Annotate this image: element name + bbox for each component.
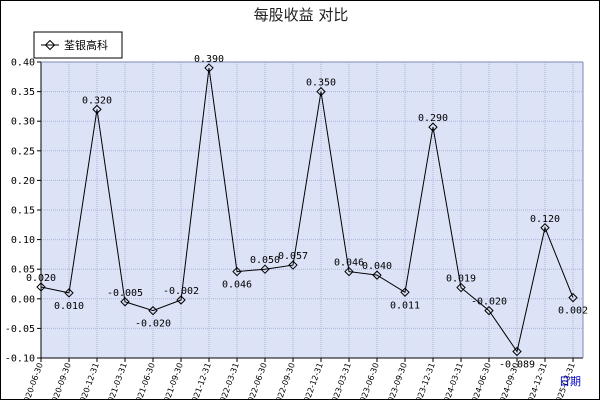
data-label: 0.390 [194, 54, 224, 65]
x-tick-label: 2023-09-30 [385, 362, 409, 399]
y-tick-label: 0.05 [11, 265, 35, 276]
data-label: 0.057 [278, 251, 308, 262]
legend-entry-label: 荃银高科 [64, 38, 108, 52]
data-label: 0.020 [26, 273, 56, 284]
x-tick-label: 2024-06-30 [469, 362, 493, 399]
data-point-marker [92, 104, 102, 115]
y-tick-label: 0.30 [11, 117, 35, 128]
data-point-marker [232, 266, 242, 277]
x-tick-label: 2021-03-31 [105, 362, 129, 399]
data-label: 0.019 [446, 274, 476, 285]
x-tick-label: 2023-06-30 [357, 362, 381, 399]
x-tick-label: 2022-09-30 [273, 362, 297, 399]
data-point-marker [428, 122, 438, 132]
y-tick-label: 0.10 [11, 235, 35, 246]
data-label: -0.002 [163, 286, 199, 297]
data-point-marker [568, 292, 578, 303]
x-tick-label: 2021-09-30 [161, 362, 185, 399]
y-tick-label: 0.00 [11, 294, 35, 305]
data-point-marker [148, 305, 158, 316]
y-tick-label: 0.15 [11, 206, 35, 217]
x-tick-label: 2022-06-30 [245, 362, 269, 399]
data-label: -0.020 [471, 297, 507, 308]
y-tick-label: -0.05 [5, 324, 35, 335]
x-tick-label: 2020-09-30 [49, 362, 73, 399]
y-tick-label: 0.20 [11, 176, 35, 187]
data-label: 0.320 [82, 95, 112, 106]
x-tick-label: 2023-03-31 [329, 362, 353, 399]
legend-diamond-marker [44, 39, 56, 51]
x-tick-label: 2022-12-31 [301, 362, 325, 399]
data-point-marker [316, 86, 326, 97]
x-tick-label: 2020-06-30 [21, 362, 45, 399]
data-label: 0.120 [530, 214, 560, 225]
plot-area: 0.40 0.35 0.30 0.25 0.20 0.15 0.10 0.05 0.00 -0.0… [5, 54, 588, 399]
x-tick-label: 2021-06-30 [133, 362, 157, 399]
data-point-marker [456, 282, 466, 293]
x-tick-label: 2020-12-31 [77, 362, 101, 399]
data-label: -0.005 [107, 288, 143, 299]
x-tick-label: 2022-03-31 [217, 362, 241, 399]
data-label: 0.046 [334, 258, 364, 269]
data-point-marker [372, 270, 382, 280]
y-tick-label: 0.25 [11, 146, 35, 157]
data-point-marker [512, 346, 522, 357]
data-point-marker [288, 260, 298, 270]
x-tick-label: 2023-12-31 [413, 362, 437, 399]
legend: 荃银高科 [33, 31, 123, 59]
series-line [40, 67, 574, 353]
data-point-marker [484, 305, 494, 316]
data-label: -0.089 [499, 359, 535, 370]
data-point-marker [120, 297, 130, 307]
data-label: -0.020 [135, 319, 171, 330]
data-label: 0.050 [250, 255, 280, 266]
data-point-marker [36, 282, 46, 292]
data-label: 0.040 [362, 261, 392, 272]
data-label: 0.350 [306, 78, 336, 89]
data-point-marker [204, 63, 214, 73]
data-point-marker [260, 264, 270, 274]
data-label: 0.010 [54, 301, 84, 312]
y-tick-label: 0.40 [11, 58, 35, 69]
y-tick-label: 0.35 [11, 87, 35, 98]
data-label: 0.046 [222, 280, 252, 291]
data-point-marker [344, 266, 354, 277]
data-label: 0.290 [418, 113, 448, 124]
data-point-marker [540, 223, 550, 233]
x-tick-label: 2021-12-31 [189, 362, 213, 399]
x-axis-unit-label: 日期 [559, 375, 581, 388]
chart-title: 每股收益 对比 [254, 6, 349, 24]
data-point-marker [400, 287, 410, 297]
data-label: 0.011 [390, 300, 420, 311]
data-point-marker [176, 295, 186, 305]
legend-box [33, 31, 123, 59]
data-point-marker [64, 288, 74, 298]
data-label: 0.002 [558, 306, 588, 317]
y-tick-label: -0.10 [5, 354, 35, 365]
x-tick-label: 2024-03-31 [441, 362, 465, 399]
